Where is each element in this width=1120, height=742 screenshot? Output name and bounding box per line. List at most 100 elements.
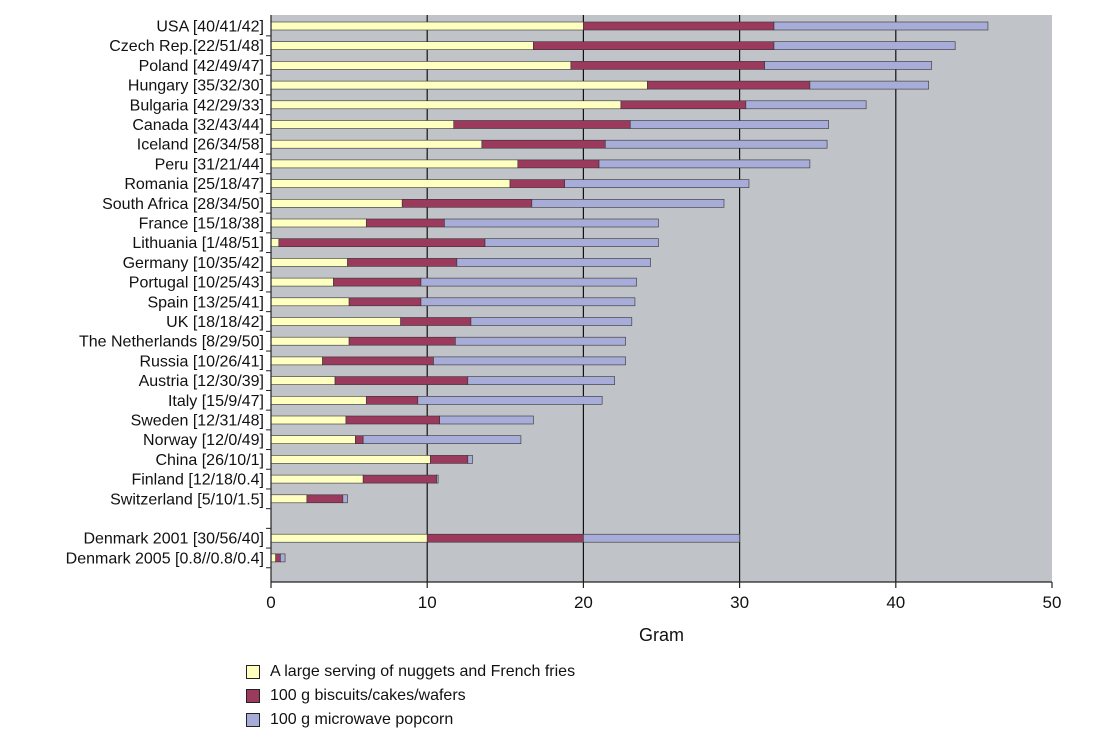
bar-germany-10-35-42-series-3	[456, 258, 651, 267]
category-label-norway-12-0-49: Norway [12/0/49]	[143, 432, 264, 449]
bar-sweden-12-31-48-series-2	[345, 415, 440, 425]
x-tick-label-0: 0	[266, 593, 275, 612]
bar-poland-42-49-47-series-2	[570, 61, 765, 70]
category-label-czech-rep-22-51-48: Czech Rep.[22/51/48]	[109, 38, 264, 55]
bar-finland-12-18-0-4-series-1	[270, 474, 364, 484]
legend-item-popcorn: 100 g microwave popcorn	[246, 708, 575, 732]
bar-norway-12-0-49-series-1	[270, 435, 356, 445]
bar-spain-13-25-41-series-2	[348, 297, 422, 307]
bar-canada-32-43-44-series-3	[629, 120, 829, 129]
x-tick-label-20: 20	[574, 593, 593, 612]
category-label-usa-40-41-42: USA [40/41/42]	[156, 19, 264, 36]
legend-item-biscuits: 100 g biscuits/cakes/wafers	[246, 684, 575, 708]
category-label-sweden-12-31-48: Sweden [12/31/48]	[131, 413, 264, 430]
x-tick-label-10: 10	[418, 593, 437, 612]
x-axis: 0 10 20 30 40 50	[266, 15, 1061, 612]
legend-label-popcorn: 100 g microwave popcorn	[270, 711, 454, 728]
category-label-south-africa-28-34-50: South Africa [28/34/50]	[102, 196, 264, 213]
bar-france-15-18-38-series-3	[444, 218, 659, 228]
bar-iceland-26-34-58-series-1	[270, 139, 483, 149]
bar-italy-15-9-47-series-1	[270, 395, 367, 405]
bar-usa-40-41-42-series-2	[583, 21, 775, 31]
category-label-denmark-2001-30-56-40: Denmark 2001 [30/56/40]	[83, 531, 264, 548]
category-label-france-15-18-38: France [15/18/38]	[139, 216, 264, 233]
bar-uk-18-18-42-series-1	[270, 317, 401, 326]
bar-switzerland-5-10-1-5-series-1	[270, 494, 308, 504]
bar-portugal-10-25-43-series-1	[270, 277, 334, 287]
bar-poland-42-49-47-series-3	[764, 61, 933, 70]
category-label-china-26-10-1: China [26/10/1]	[155, 452, 264, 469]
category-label-portugal-10-25-43: Portugal [10/25/43]	[129, 275, 264, 292]
bar-canada-32-43-44-series-1	[270, 120, 455, 129]
category-label-peru-31-21-44: Peru [31/21/44]	[155, 156, 264, 173]
bar-germany-10-35-42-series-2	[347, 258, 458, 267]
bar-austria-12-30-39-series-1	[270, 376, 336, 385]
category-label-finland-12-18-0-4: Finland [12/18/0.4]	[131, 472, 264, 489]
category-label-russia-10-26-41: Russia [10/26/41]	[139, 353, 264, 370]
bar-the-netherlands-8-29-50-series-3	[455, 336, 626, 346]
category-label-romania-25-18-47: Romania [25/18/47]	[124, 176, 264, 193]
bar-bulgaria-42-29-33-series-2	[620, 100, 747, 110]
category-label-iceland-26-34-58: Iceland [26/34/58]	[137, 137, 264, 154]
bar-czech-rep-22-51-48-series-3	[773, 41, 956, 51]
bar-norway-12-0-49-series-2	[355, 435, 364, 445]
bar-denmark-2001-30-56-40-series-1	[270, 533, 428, 543]
category-label-germany-10-35-42: Germany [10/35/42]	[123, 255, 264, 272]
bar-russia-10-26-41-series-1	[270, 356, 323, 366]
category-label-uk-18-18-42: UK [18/18/42]	[166, 314, 264, 331]
bar-czech-rep-22-51-48-series-2	[533, 41, 775, 51]
bar-germany-10-35-42-series-1	[270, 258, 348, 267]
bar-bulgaria-42-29-33-series-3	[745, 100, 867, 110]
bar-canada-32-43-44-series-2	[453, 120, 631, 129]
x-axis-title: Gram	[639, 625, 684, 645]
bar-norway-12-0-49-series-3	[362, 435, 522, 445]
category-label-lithuania-1-48-51: Lithuania [1/48/51]	[132, 235, 264, 252]
bar-austria-12-30-39-series-2	[334, 376, 469, 385]
bar-peru-31-21-44-series-1	[270, 159, 519, 169]
bar-spain-13-25-41-series-3	[420, 297, 636, 307]
bar-china-26-10-1-series-3	[467, 455, 473, 464]
bar-italy-15-9-47-series-2	[365, 395, 419, 405]
bar-romania-25-18-47-series-2	[509, 179, 565, 188]
category-label-canada-32-43-44: Canada [32/43/44]	[132, 117, 264, 134]
bar-portugal-10-25-43-series-3	[420, 277, 637, 287]
bar-spain-13-25-41-series-1	[270, 297, 350, 307]
bar-lithuania-1-48-51-series-2	[278, 238, 486, 247]
bar-italy-15-9-47-series-3	[417, 395, 603, 405]
legend: A large serving of nuggets and French fr…	[246, 660, 575, 732]
bar-finland-12-18-0-4-series-2	[362, 474, 437, 484]
bar-bulgaria-42-29-33-series-1	[270, 100, 622, 110]
x-tick-label-50: 50	[1043, 593, 1062, 612]
bar-denmark-2001-30-56-40-series-2	[426, 533, 584, 543]
category-labels: USA [40/41/42] Czech Rep.[22/51/48] Poland…	[66, 19, 264, 568]
bar-hungary-35-32-30-series-1	[270, 80, 648, 90]
bar-denmark-2005-0-8-0-8-0-4-series-3	[280, 553, 286, 563]
bar-russia-10-26-41-series-2	[322, 356, 434, 366]
bar-usa-40-41-42-series-3	[773, 21, 989, 31]
bar-portugal-10-25-43-series-2	[333, 277, 422, 287]
category-label-switzerland-5-10-1-5: Switzerland [5/10/1.5]	[110, 491, 264, 508]
legend-swatch-popcorn	[246, 713, 260, 727]
legend-label-nuggets-fries: A large serving of nuggets and French fr…	[270, 663, 576, 680]
bar-peru-31-21-44-series-2	[517, 159, 600, 169]
category-label-poland-42-49-47: Poland [42/49/47]	[139, 58, 264, 75]
bar-denmark-2001-30-56-40-series-3	[583, 533, 740, 543]
bar-austria-12-30-39-series-3	[467, 376, 615, 385]
bar-poland-42-49-47-series-1	[270, 61, 572, 70]
bar-lithuania-1-48-51-series-1	[270, 238, 280, 247]
bar-hungary-35-32-30-series-3	[809, 80, 929, 90]
category-label-austria-12-30-39: Austria [12/30/39]	[139, 373, 264, 390]
bar-sweden-12-31-48-series-1	[270, 415, 347, 425]
category-label-spain-13-25-41: Spain [13/25/41]	[147, 294, 264, 311]
bar-france-15-18-38-series-2	[365, 218, 445, 228]
bar-south-africa-28-34-50-series-2	[401, 199, 533, 208]
bar-china-26-10-1-series-1	[270, 455, 431, 464]
bar-south-africa-28-34-50-series-1	[270, 199, 403, 208]
bar-uk-18-18-42-series-3	[470, 317, 633, 326]
bar-usa-40-41-42-series-1	[270, 21, 584, 31]
category-label-italy-15-9-47: Italy [15/9/47]	[168, 393, 264, 410]
bar-peru-31-21-44-series-3	[598, 159, 811, 169]
bar-czech-rep-22-51-48-series-1	[270, 41, 534, 51]
legend-swatch-biscuits	[246, 689, 260, 703]
category-label-denmark-2005-0-8-0-8-0-4: Denmark 2005 [0.8//0.8/0.4]	[66, 550, 264, 567]
